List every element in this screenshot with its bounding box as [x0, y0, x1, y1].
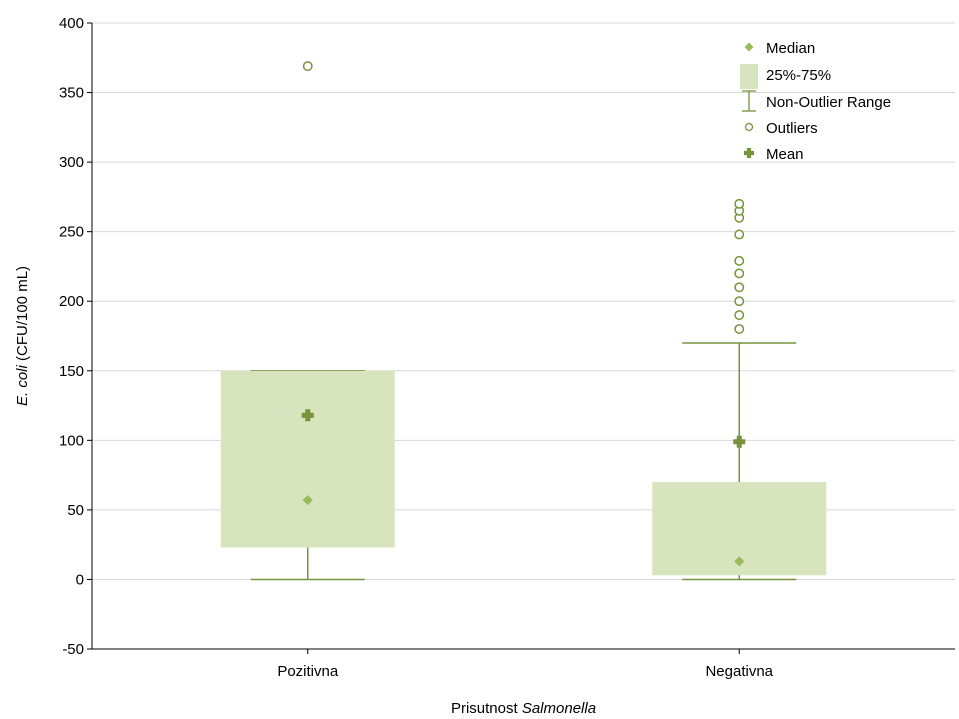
median-marker	[302, 495, 313, 506]
y-tick-label: 350	[59, 85, 84, 102]
box-pozitivna	[220, 61, 395, 581]
legend-outlier-symbol	[744, 122, 754, 132]
outlier-point	[734, 296, 745, 307]
y-tick-label: 200	[59, 293, 84, 310]
legend-range-label: Non-Outlier Range	[766, 94, 891, 111]
y-tick-label: 0	[76, 571, 84, 588]
legend-outlier-label: Outliers	[766, 120, 818, 137]
outlier-point	[734, 229, 745, 240]
box-series	[220, 61, 827, 581]
outlier-point	[734, 268, 745, 279]
x-tick-label: Pozitivna	[277, 663, 339, 680]
y-tick-label: 50	[67, 502, 84, 519]
y-axis-label-italic: E. coli	[14, 365, 31, 407]
mean-marker	[733, 435, 746, 448]
y-axis-label: E. coli (CFU/100 mL)	[14, 266, 31, 406]
legend: Median 25%-75% Non-Outlier Range Outliers Me…	[740, 40, 891, 163]
median-marker	[734, 556, 745, 567]
legend-mean-symbol	[744, 148, 754, 158]
legend-median-label: Median	[766, 40, 815, 57]
y-axis-label-rest: (CFU/100 mL)	[14, 266, 31, 365]
legend-median-symbol	[744, 42, 754, 52]
x-axis-label-italic: Salmonella	[522, 700, 596, 717]
outlier-point	[302, 61, 313, 72]
y-tick-label: 300	[59, 154, 84, 171]
mean-marker	[301, 409, 314, 422]
box-negativna	[652, 198, 827, 581]
legend-mean-label: Mean	[766, 146, 804, 163]
outlier-point	[734, 324, 745, 334]
axes: -50 0 50 100 150 200 250 300 350 400 Pozitivna Nega…	[59, 15, 955, 680]
y-tick-label: -50	[62, 641, 84, 658]
y-tick-label: 250	[59, 224, 84, 241]
outlier-point	[734, 282, 745, 293]
x-axis-label: Prisutnost Salmonella	[451, 700, 596, 717]
outlier-point	[734, 255, 745, 266]
legend-box-symbol	[740, 64, 758, 89]
y-tick-label: 400	[59, 15, 84, 32]
y-tick-label: 150	[59, 363, 84, 380]
x-axis-label-prefix: Prisutnost	[451, 700, 522, 717]
x-tick-label: Negativna	[705, 663, 773, 680]
y-tick-label: 100	[59, 432, 84, 449]
legend-box-label: 25%-75%	[766, 67, 831, 84]
iqr-box	[220, 370, 395, 548]
outlier-point	[734, 198, 745, 209]
outlier-point	[734, 310, 745, 321]
